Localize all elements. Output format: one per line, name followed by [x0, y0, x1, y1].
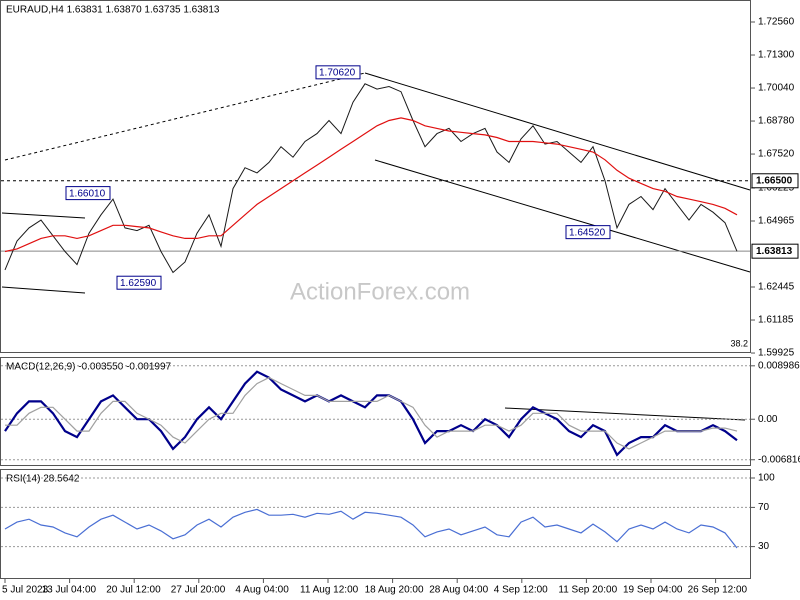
y-tick-label: 1.71300 — [758, 50, 795, 61]
level-label-box — [751, 173, 799, 189]
level-label: 1.66500 — [756, 175, 793, 186]
y-tick-label: 1.61185 — [758, 315, 794, 326]
watermark: ActionForex.com — [290, 278, 470, 305]
trend-line — [364, 72, 751, 191]
macd-title: MACD(12,26,9) -0.003550 -0.001997 — [6, 362, 172, 373]
trend-line — [1, 212, 86, 219]
y-tick-label: 70 — [758, 502, 770, 513]
level-label: 1.63813 — [756, 246, 793, 257]
trend-line — [4, 72, 366, 161]
price-frame — [0, 0, 751, 353]
annotation: 1.64520 — [569, 227, 606, 238]
level-label-box — [751, 243, 799, 259]
x-tick-label: 11 Sep 20:00 — [558, 585, 617, 596]
annotation-box — [565, 225, 611, 240]
y-tick-label: 1.72560 — [758, 17, 795, 28]
trend-line — [504, 407, 746, 421]
x-tick-label: 28 Aug 04:00 — [429, 585, 488, 596]
y-tick-label: 1.67520 — [758, 149, 795, 160]
x-tick-label: 18 Aug 20:00 — [365, 585, 424, 596]
price-title: EURAUD,H4 1.63831 1.63870 1.63735 1.6381… — [6, 5, 220, 16]
y-tick-label: 1.62445 — [758, 282, 795, 293]
annotation-box — [315, 65, 361, 80]
trend-line — [1, 286, 86, 294]
series-line — [4, 508, 738, 549]
y-tick-label: 1.70040 — [758, 83, 795, 94]
fib-note: 38.2 — [730, 338, 748, 348]
x-tick-label: 26 Sep 12:00 — [688, 585, 748, 596]
x-tick-label: 4 Aug 04:00 — [235, 585, 289, 596]
series-line — [4, 117, 738, 253]
x-tick-label: 11 Aug 12:00 — [300, 585, 359, 596]
y-tick-label: 1.64965 — [758, 216, 795, 227]
annotation-box — [116, 275, 162, 290]
rsi-title: RSI(14) 28.5642 — [6, 474, 80, 485]
trend-line — [374, 159, 751, 273]
annotation: 1.70620 — [319, 67, 356, 78]
y-tick-label: 0.00 — [758, 414, 778, 425]
annotation: 1.62590 — [120, 278, 157, 289]
x-tick-label: 5 Jul 2023 — [2, 585, 49, 596]
y-tick-label: 0.008986 — [758, 360, 800, 371]
annotation: 1.66010 — [69, 188, 106, 199]
y-tick-label: -0.006816 — [758, 454, 800, 465]
series-line — [4, 83, 738, 274]
y-tick-label: 30 — [758, 541, 770, 552]
x-tick-label: 20 Jul 12:00 — [106, 585, 161, 596]
series-line — [5, 376, 738, 450]
x-tick-label: 13 Jul 04:00 — [42, 585, 97, 596]
x-tick-label: 27 Jul 20:00 — [171, 585, 226, 596]
y-tick-label: 100 — [758, 473, 775, 484]
x-tick-label: 4 Sep 12:00 — [494, 585, 548, 596]
y-tick-label: 1.68780 — [758, 116, 795, 127]
rsi-frame — [0, 469, 751, 579]
x-tick-label: 19 Sep 04:00 — [623, 585, 683, 596]
annotation-box — [65, 186, 111, 201]
macd-frame — [0, 357, 751, 466]
y-tick-label: 1.59925 — [758, 348, 795, 359]
